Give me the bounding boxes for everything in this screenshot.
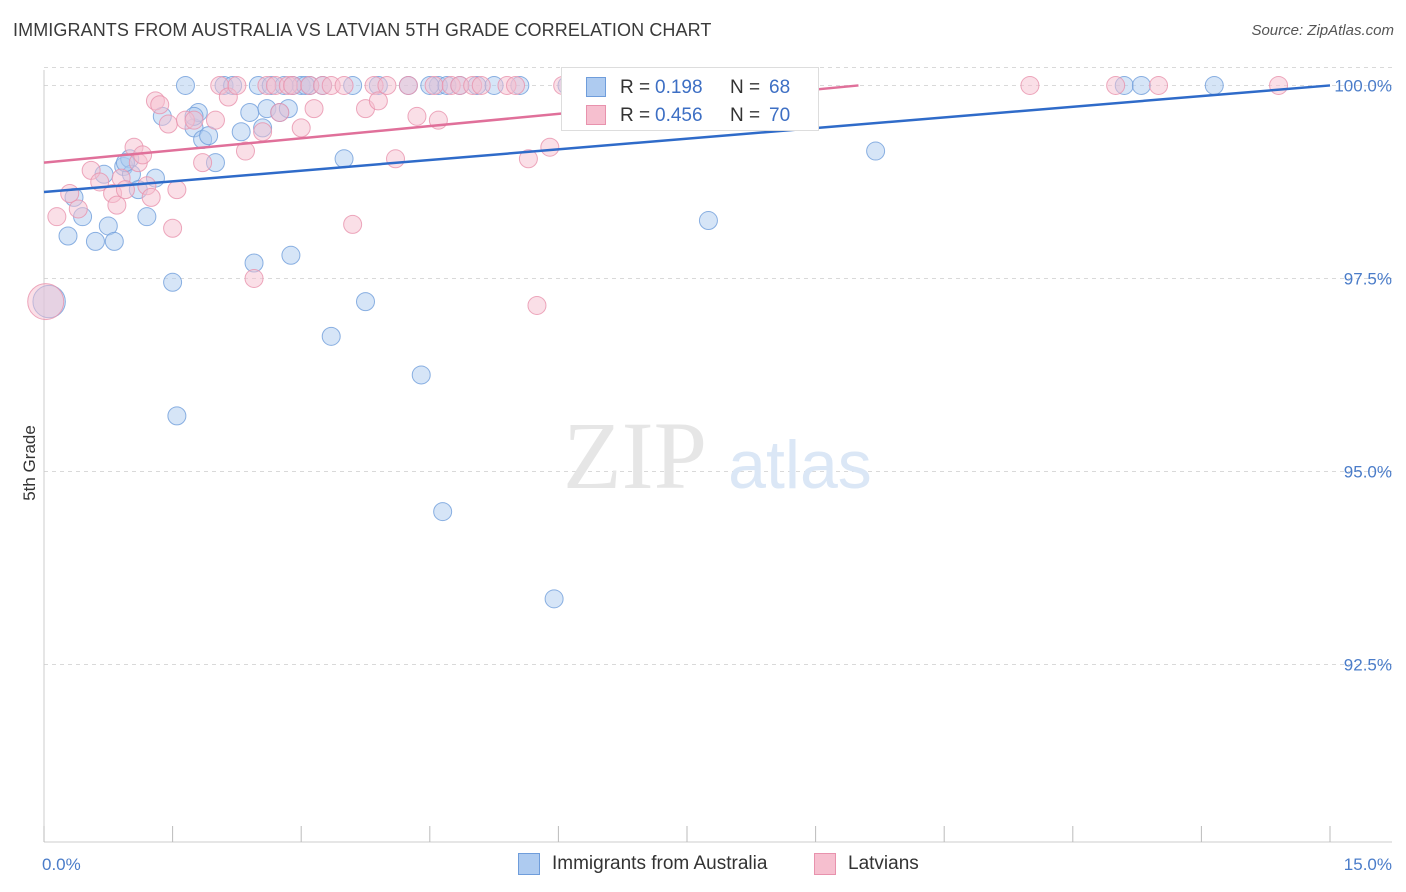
watermark: ZIP atlas — [563, 402, 872, 509]
stats-n-label: N = — [730, 77, 761, 98]
data-point-latvians — [141, 187, 161, 207]
data-point-latvians — [540, 137, 560, 157]
y-axis-label: 5th Grade — [20, 425, 39, 501]
data-point-latvians — [527, 295, 547, 315]
data-point-latvians — [283, 75, 303, 95]
stats-n-value: 68 — [769, 77, 791, 98]
data-point-australia — [167, 406, 187, 426]
data-point-latvians — [47, 207, 67, 227]
y-tick-label: 95.0% — [1344, 462, 1392, 481]
stats-n-value: 70 — [769, 105, 791, 126]
data-point-australia — [240, 102, 260, 122]
data-point-australia — [231, 122, 251, 142]
legend-label: Immigrants from Australia — [552, 853, 768, 874]
source-label: Source: ZipAtlas.com — [1251, 22, 1394, 39]
y-tick-label: 97.5% — [1344, 269, 1392, 288]
data-point-latvians — [377, 75, 397, 95]
data-point-latvians — [193, 153, 213, 173]
data-point-latvians — [115, 180, 135, 200]
data-point-australia — [433, 502, 453, 522]
legend-swatch-pink — [814, 853, 836, 875]
data-point-australia — [1131, 75, 1151, 95]
data-point-latvians — [1149, 75, 1169, 95]
stats-r-value: 0.198 — [655, 77, 703, 98]
x-tick-label: 15.0% — [1344, 855, 1392, 874]
data-point-latvians — [1106, 75, 1126, 95]
data-point-latvians — [167, 180, 187, 200]
data-point-latvians — [471, 75, 491, 95]
data-point-latvians — [27, 283, 65, 321]
data-point-australia — [104, 231, 124, 251]
data-point-latvians — [518, 149, 538, 169]
stats-r-value: 0.456 — [655, 105, 703, 126]
stats-swatch-pink — [586, 105, 606, 125]
stats-r-label: R = — [620, 77, 651, 98]
data-point-australia — [356, 292, 375, 312]
data-point-latvians — [150, 95, 170, 115]
chart-title: IMMIGRANTS FROM AUSTRALIA VS LATVIAN 5TH… — [13, 20, 712, 40]
data-point-latvians — [158, 114, 178, 134]
stats-row-blue: R = 0.198 N = 68 — [562, 73, 818, 101]
data-point-australia — [321, 326, 341, 346]
data-point-latvians — [244, 268, 264, 288]
data-point-australia — [544, 589, 564, 609]
y-tick-label: 100.0% — [1334, 76, 1392, 95]
watermark-zip: ZIP — [563, 402, 707, 509]
data-point-australia — [1204, 75, 1224, 95]
stats-swatch-blue — [586, 77, 606, 97]
data-point-australia — [58, 226, 78, 246]
points-layer — [27, 75, 1289, 609]
data-point-latvians — [205, 110, 225, 130]
watermark-atlas: atlas — [728, 427, 872, 503]
data-point-latvians — [1020, 75, 1040, 95]
data-point-latvians — [107, 195, 127, 215]
legend: Immigrants from Australia Latvians — [0, 851, 1406, 879]
trendline-australia — [43, 84, 1331, 194]
data-point-latvians — [398, 75, 418, 95]
data-point-latvians — [368, 91, 388, 111]
data-point-latvians — [407, 106, 427, 126]
data-point-latvians — [184, 110, 204, 130]
data-point-latvians — [304, 99, 324, 119]
data-point-latvians — [163, 218, 183, 238]
y-tick-label: 92.5% — [1344, 655, 1392, 674]
data-point-latvians — [424, 75, 444, 95]
data-point-latvians — [506, 75, 526, 95]
data-point-latvians — [386, 149, 406, 169]
data-point-australia — [411, 365, 431, 385]
stats-n-label: N = — [730, 105, 761, 126]
data-point-latvians — [343, 214, 363, 234]
data-point-australia — [163, 272, 183, 292]
data-point-australia — [281, 245, 301, 265]
data-point-australia — [137, 207, 157, 227]
stats-box: R = 0.198 N = 68 R = 0.456 N = 70 — [561, 67, 819, 131]
data-point-australia — [334, 149, 354, 169]
data-point-australia — [85, 231, 105, 251]
stats-r-label: R = — [620, 105, 651, 126]
data-point-latvians — [291, 118, 311, 138]
data-point-australia — [698, 211, 718, 231]
data-point-latvians — [1269, 75, 1289, 95]
data-point-latvians — [334, 75, 354, 95]
data-point-latvians — [227, 75, 247, 95]
x-tick-label: 0.0% — [42, 855, 81, 874]
data-point-latvians — [253, 122, 273, 142]
data-point-latvians — [270, 102, 290, 122]
data-point-australia — [866, 141, 886, 161]
axis-layer: 100.0% 97.5% 95.0% 92.5% 0.0% 15.0% — [42, 70, 1392, 874]
data-point-latvians — [68, 199, 88, 219]
legend-swatch-blue — [518, 853, 540, 875]
data-point-australia — [175, 75, 195, 95]
legend-label: Latvians — [848, 853, 919, 874]
data-point-latvians — [235, 141, 255, 161]
stats-row-pink: R = 0.456 N = 70 — [562, 101, 818, 129]
